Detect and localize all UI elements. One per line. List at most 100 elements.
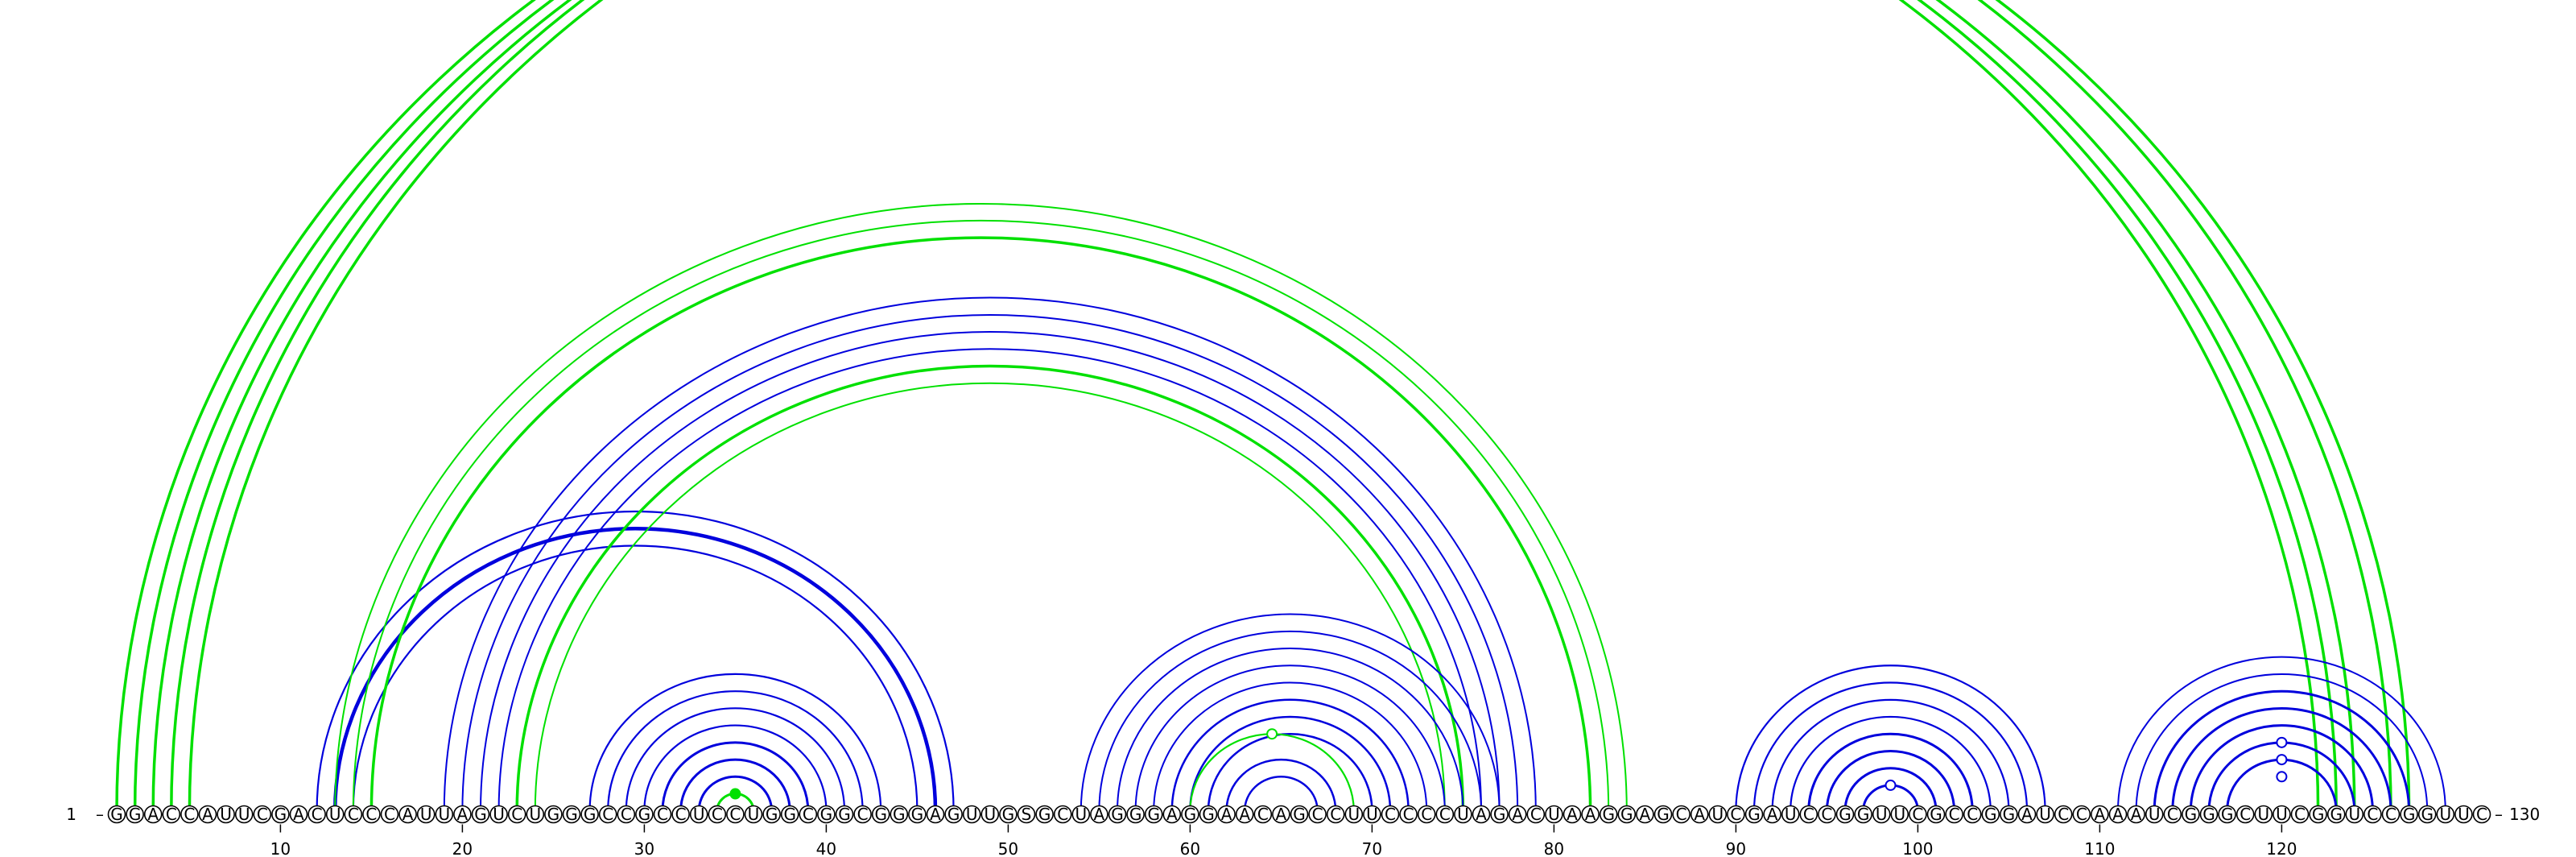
nucleotide-91: G: [1744, 805, 1764, 824]
nucleotide-letter: A: [293, 805, 304, 824]
nucleotide-60: G: [1181, 805, 1199, 824]
nucleotide-40: G: [817, 805, 836, 824]
sequence-end-connector: –: [2495, 805, 2503, 824]
nucleotide-1: G: [107, 805, 126, 824]
base-pair-arc-21-77: [480, 331, 1501, 811]
nucleotide-letter: G: [565, 805, 578, 824]
nucleotide-letter: U: [2149, 805, 2161, 824]
nucleotide-letter: C: [1530, 805, 1542, 824]
nucleotide-73: C: [1417, 805, 1436, 824]
nucleotide-letter: C: [729, 805, 741, 824]
nucleotide-letter: G: [1111, 805, 1124, 824]
nucleotide-71: C: [1381, 805, 1400, 824]
nucleotide-letter: U: [1785, 805, 1797, 824]
nucleotide-11: A: [289, 805, 308, 824]
sequence-backbone: 1 – – 130: [66, 805, 2540, 824]
base-pair-arc-13-84: [334, 202, 1628, 811]
base-pair-arc-57-74: [1134, 664, 1446, 811]
nucleotide-16: C: [380, 805, 399, 824]
nucleotide-102: C: [1945, 805, 1963, 824]
nucleotide-80: U: [1545, 805, 1563, 824]
nucleotide-58: G: [1144, 805, 1163, 824]
nucleotide-letter: C: [257, 805, 268, 824]
nucleotide-letter: U: [1876, 805, 1888, 824]
nucleotide-41: G: [835, 805, 854, 824]
nucleotide-90: C: [1727, 805, 1745, 824]
nucleotide-15: C: [362, 805, 381, 824]
nucleotide-letter: C: [803, 805, 814, 824]
nucleotide-39: C: [799, 805, 818, 824]
base-pair-arc-92-105: [1771, 698, 2010, 811]
nucleotide-letter: C: [1057, 805, 1068, 824]
nucleotide-56: G: [1108, 805, 1127, 824]
nucleotide-letter: C: [1949, 805, 1960, 824]
nucleotide-126: C: [2381, 805, 2401, 824]
nucleotide-letter: G: [874, 805, 887, 824]
nucleotide-letter: G: [1493, 805, 1506, 824]
nucleotide-114: C: [2163, 805, 2182, 824]
nucleotide-125: C: [2363, 805, 2382, 824]
base-pair-arc-114-126: [2171, 706, 2392, 811]
nucleotide-84: G: [1617, 805, 1637, 824]
nucleotide-61: G: [1199, 805, 1218, 824]
base-pair-arc-58-73: [1153, 681, 1428, 811]
nucleotide-letter: U: [529, 805, 541, 824]
nucleotide-letter: C: [384, 805, 395, 824]
base-pair-arc-94-103: [1807, 732, 1974, 811]
nucleotide-27: G: [580, 805, 599, 824]
nucleotide-letter: G: [766, 805, 778, 824]
base-pair-arc-29-41: [625, 707, 846, 811]
nucleotide-letter: U: [1893, 805, 1905, 824]
nucleotide-letter: C: [1803, 805, 1814, 824]
tick-label-10: 10: [270, 839, 291, 857]
nucleotide-53: C: [1053, 805, 1072, 824]
nucleotide-42: C: [853, 805, 872, 824]
nucleotide-52: G: [1035, 805, 1054, 824]
tick-label-60: 60: [1180, 839, 1200, 857]
nucleotide-25: G: [544, 805, 563, 824]
tick-label-90: 90: [1726, 839, 1746, 857]
base-pair-arc-2-123: [133, 0, 2338, 811]
nucleotide-letter: U: [329, 805, 341, 824]
nucleotide-letter: U: [966, 805, 978, 824]
nucleotide-82: A: [1581, 805, 1600, 824]
nucleotide-letter: U: [220, 805, 232, 824]
nucleotide-28: C: [598, 805, 617, 824]
nucleotide-letter: U: [984, 805, 996, 824]
nucleotide-letter: C: [1312, 805, 1323, 824]
nucleotide-letter: U: [2458, 805, 2470, 824]
nucleotide-letter: U: [238, 805, 250, 824]
nucleotide-129: U: [2436, 805, 2455, 824]
nucleotide-letter: G: [2421, 805, 2434, 824]
nucleotide-letter: A: [1221, 805, 1232, 824]
base-pair-arc-14-83: [352, 219, 1610, 811]
base-pair-arc-93-104: [1790, 715, 1992, 811]
nucleotide-92: A: [1763, 805, 1781, 824]
nucleotide-32: C: [671, 805, 690, 824]
nucleotide-letter: G: [1293, 805, 1306, 824]
nucleotide-105: G: [2000, 805, 2018, 824]
nucleotide-49: U: [980, 805, 1000, 824]
tick-label-120: 120: [2266, 839, 2297, 857]
nucleotide-letter: G: [547, 805, 560, 824]
base-pair-arc-1-122: [115, 0, 2320, 811]
tick-label-110: 110: [2084, 839, 2115, 857]
nucleotide-letter: C: [2240, 805, 2251, 824]
nucleotide-letter: U: [2276, 805, 2288, 824]
nucleotide-letter: G: [275, 805, 287, 824]
nucleotide-97: G: [1854, 805, 1872, 824]
nucleotide-letter: G: [1930, 805, 1942, 824]
base-pair-arc-3-124: [151, 0, 2356, 811]
nucleotide-108: C: [2054, 805, 2073, 824]
nucleotide-letter: C: [2167, 805, 2178, 824]
nucleotide-letter: A: [1239, 805, 1250, 824]
tick-label-30: 30: [634, 839, 654, 857]
nucleotide-118: C: [2235, 805, 2255, 824]
nucleotide-letter: A: [1094, 805, 1105, 824]
base-pair-arc-32-38: [679, 758, 791, 811]
nucleotide-85: A: [1636, 805, 1654, 824]
sequence-end-label: 130: [2509, 805, 2540, 824]
pair-marker-34-36: [729, 788, 741, 800]
nucleotide-letter: G: [1184, 805, 1197, 824]
